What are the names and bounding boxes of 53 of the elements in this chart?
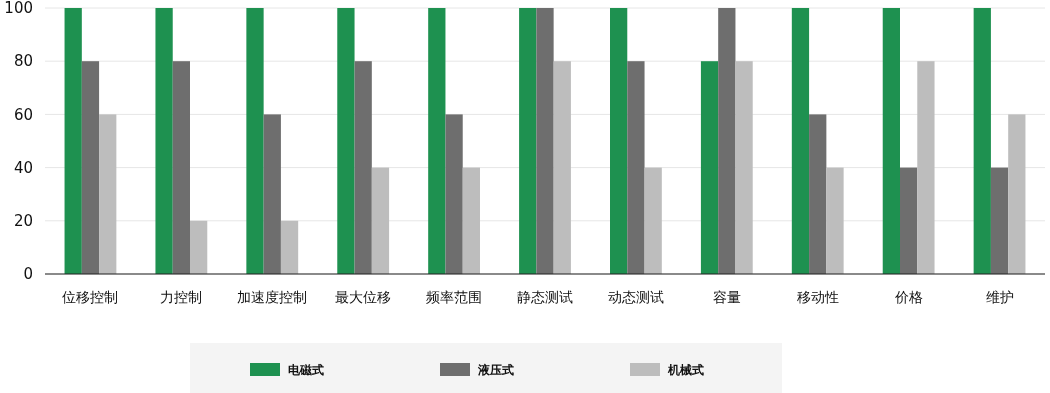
x-tick-label: 动态测试 [607,289,664,305]
bar [280,220,299,274]
x-tick-label: 移动性 [796,289,839,305]
bar [64,8,82,274]
bar [718,8,736,274]
bar [155,8,173,274]
bar [644,167,662,274]
x-tick-label: 力控制 [160,289,203,305]
x-tick-label: 位移控制 [62,289,119,305]
bar [610,8,628,274]
bar [428,8,446,274]
bar [371,167,390,274]
bar [700,61,719,274]
legend-label: 电磁式 [288,363,324,378]
bar [462,167,480,274]
bar [791,8,810,274]
x-tick-label: 容量 [712,289,741,305]
bar [246,8,264,274]
x-tick-label: 频率范围 [426,289,483,305]
x-tick-label: 加速度控制 [237,289,308,305]
bar [990,167,1009,274]
legend-label: 液压式 [477,363,514,378]
x-tick-label: 最大位移 [335,289,392,305]
bar [900,167,918,274]
bar [536,8,554,274]
y-tick-label: 100 [4,0,33,18]
bar [973,8,991,274]
bar [627,61,645,274]
legend-label: 机械式 [667,363,704,378]
bar [354,61,372,274]
bar [809,114,827,274]
y-tick-label: 20 [13,212,33,231]
x-tick-label: 维护 [985,289,1014,305]
y-tick-label: 80 [13,52,33,71]
bar [519,8,537,274]
bar [445,114,463,274]
bar [882,8,900,274]
bar [1008,114,1026,274]
bar [553,61,571,274]
bar [917,61,935,274]
y-tick-label: 40 [13,158,33,177]
x-tick-label: 价格 [893,289,923,305]
bar [826,167,844,274]
bar [337,8,355,274]
y-tick-label: 0 [23,265,33,284]
y-tick-label: 60 [13,105,33,124]
x-tick-label: 静态测试 [517,289,573,305]
bar [190,220,208,274]
bar [263,114,281,274]
bar [735,61,753,274]
bar [172,61,190,274]
bar [81,61,100,274]
bar [99,114,117,274]
